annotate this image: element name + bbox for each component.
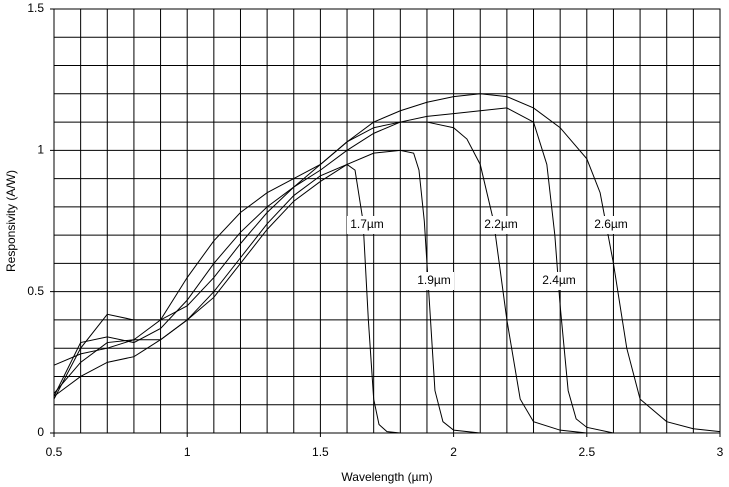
curve-label-box <box>539 272 579 290</box>
x-tick-label: 0.5 <box>46 445 63 459</box>
curve <box>53 163 401 434</box>
curve-label-box <box>414 272 454 290</box>
x-axis-title: Wavelength (µm) <box>341 470 432 484</box>
curve-label-box <box>591 216 631 234</box>
curve <box>53 93 721 433</box>
x-tick-label: 2 <box>450 445 457 459</box>
y-tick-label: 1 <box>37 143 44 157</box>
curve-label: 2.4µm <box>542 273 576 287</box>
x-tick-label: 3 <box>717 445 724 459</box>
y-tick-label: 1.5 <box>27 1 44 15</box>
y-tick-label: 0.5 <box>27 284 44 298</box>
curve-label-box <box>347 216 387 234</box>
curve <box>53 149 481 434</box>
curve-label: 1.9µm <box>417 273 451 287</box>
curve-label: 2.2µm <box>484 217 518 231</box>
curve <box>53 107 614 434</box>
y-axis-title: Responsivity (A/W) <box>4 170 18 272</box>
plot-frame <box>53 8 721 434</box>
curve-label: 2.6µm <box>594 217 628 231</box>
curve <box>53 121 587 434</box>
x-tick-label: 1 <box>184 445 191 459</box>
curve-label: 1.7µm <box>350 217 384 231</box>
curve-label-box <box>481 216 521 234</box>
x-tick-label: 2.5 <box>578 445 595 459</box>
x-tick-label: 1.5 <box>312 445 329 459</box>
y-tick-label: 0 <box>37 425 44 439</box>
